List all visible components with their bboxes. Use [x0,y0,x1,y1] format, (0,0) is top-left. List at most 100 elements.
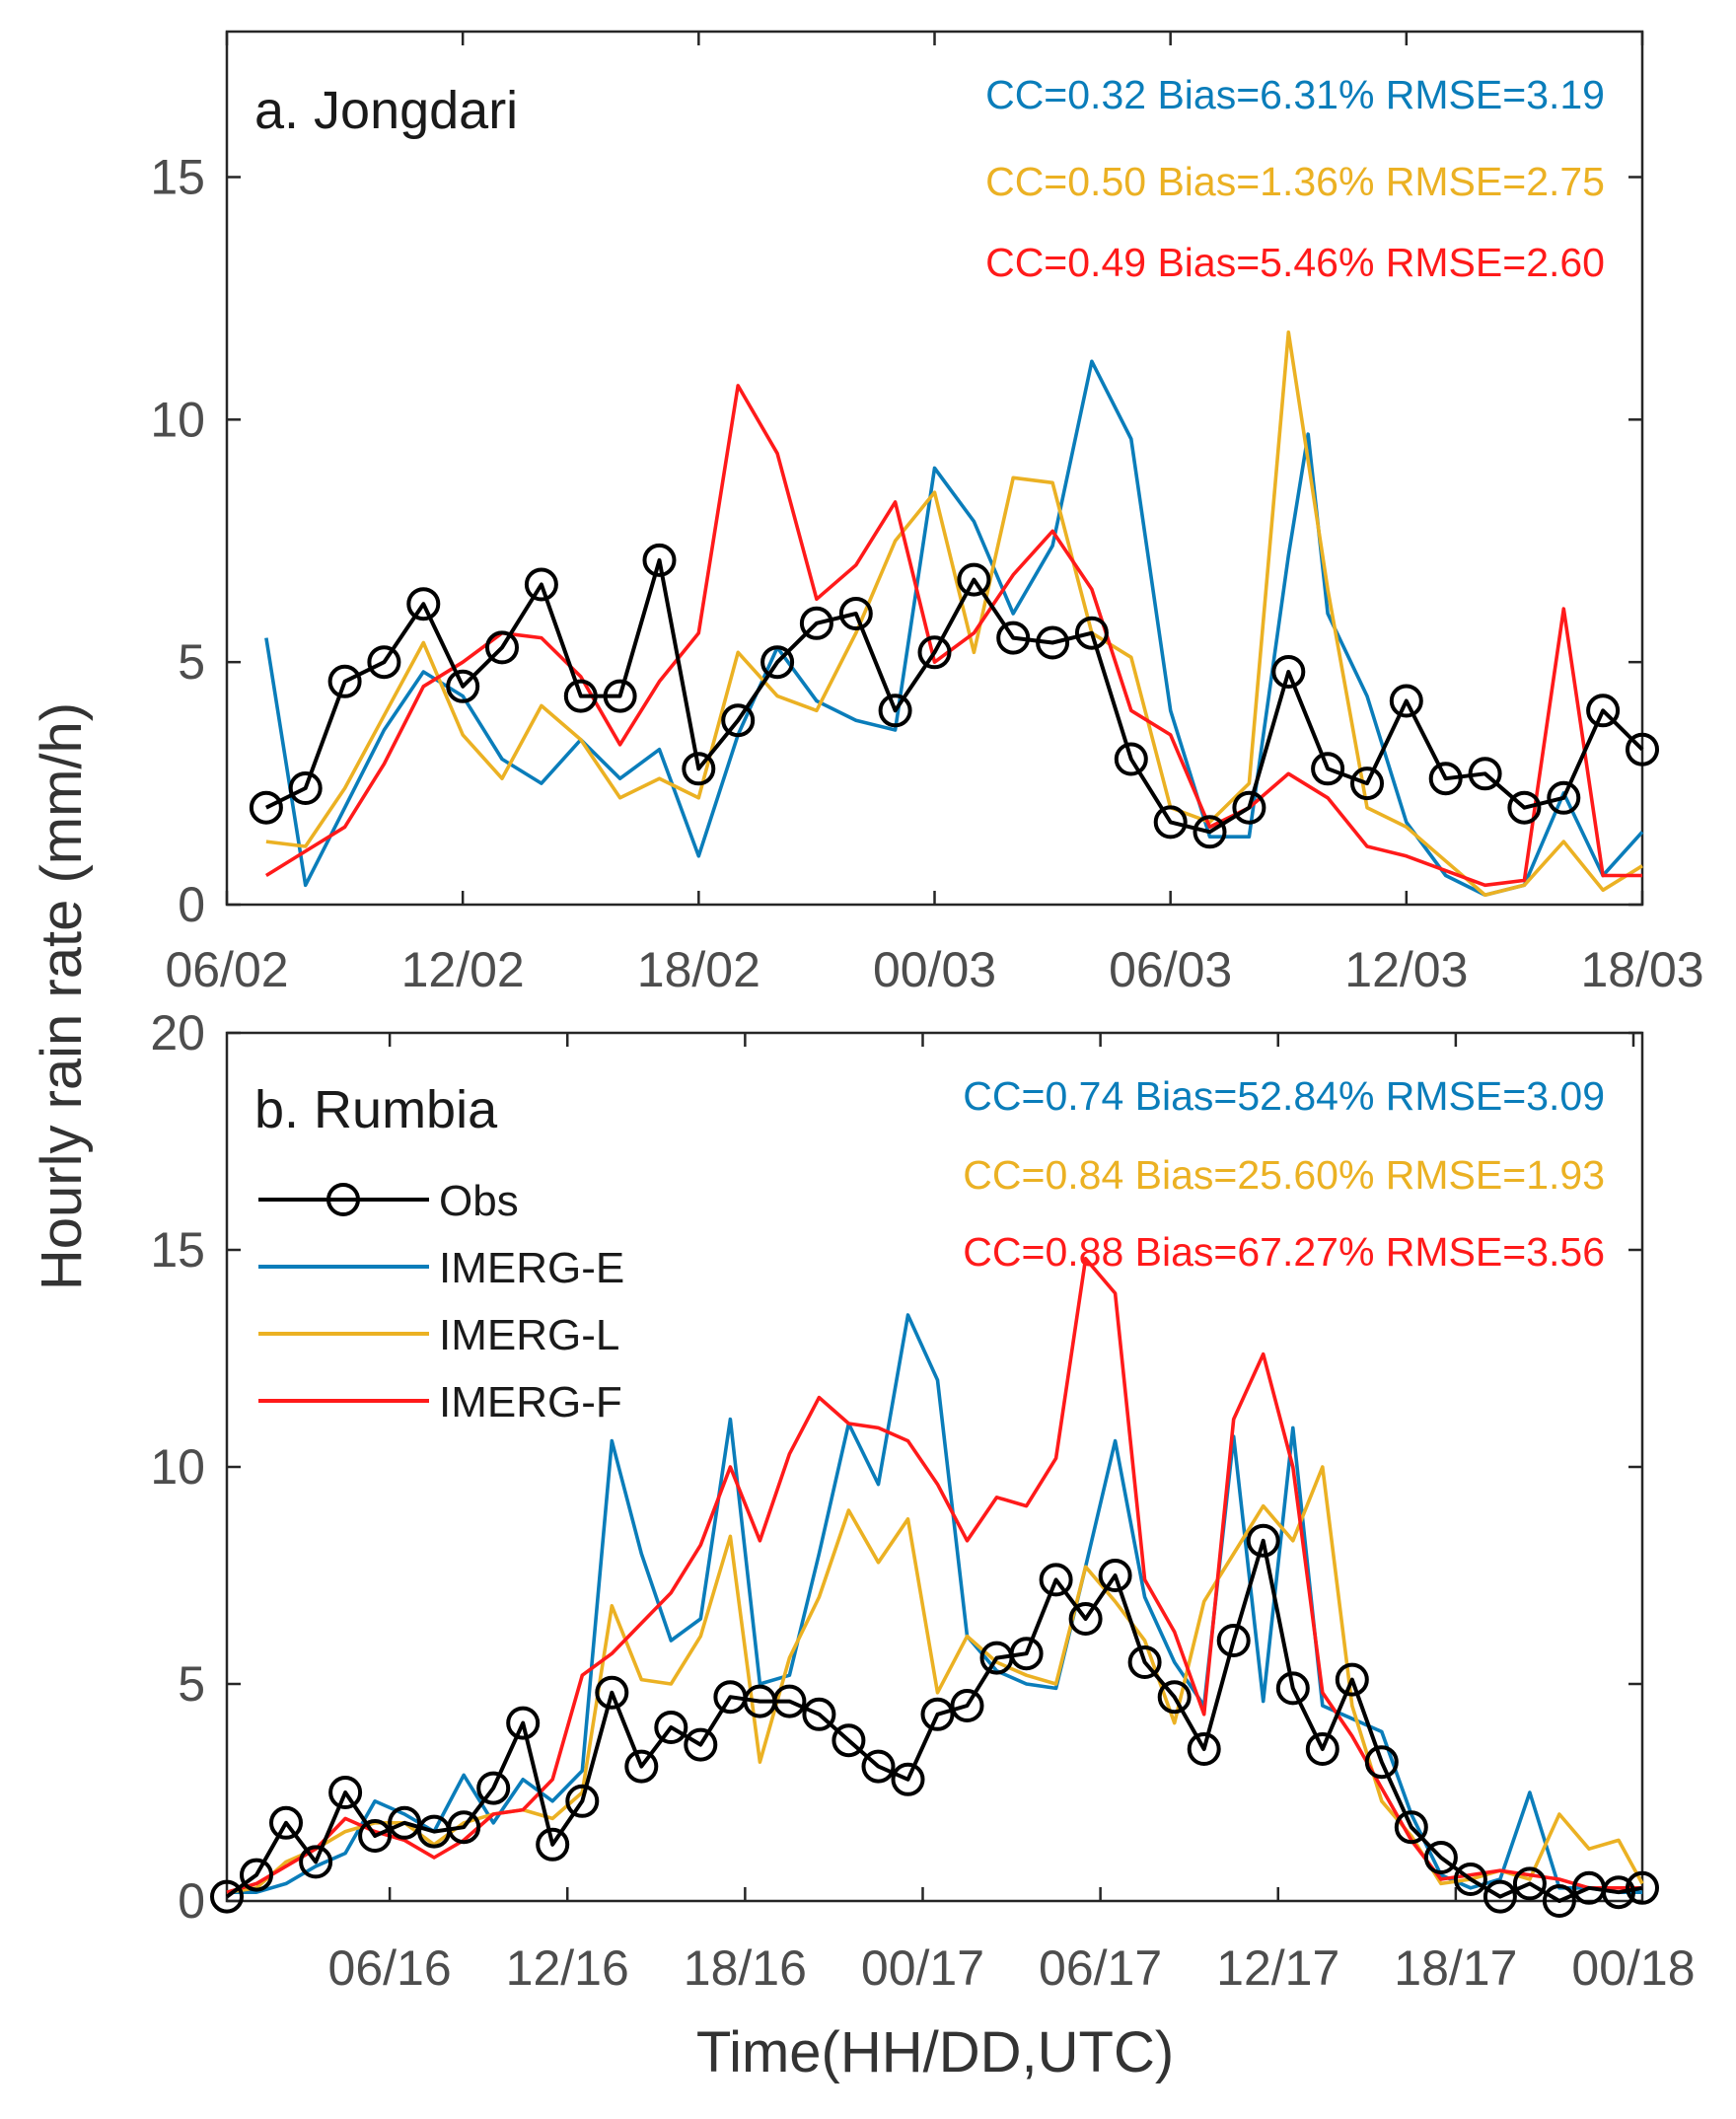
panel-b-series [210,1257,1659,1918]
panel-b-series-obs-marker [1187,1732,1221,1766]
panel-b-ytick-label: 20 [150,1005,205,1060]
y-axis-title: Hourly rain rate (mm/h) [30,702,94,1290]
panel-b-title: b. Rumbia [254,1080,498,1139]
panel-a-series-obs-marker [406,587,441,621]
panel-b-stat-imerg-f: CC=0.88 Bias=67.27% RMSE=3.56 [963,1229,1605,1275]
legend: Obs IMERG-E IMERG-L IMERG-F [258,1177,624,1426]
panel-a-series-obs-marker [878,694,912,728]
panel-a-series-imerg-e-line [264,359,1644,898]
panel-a-series-obs-marker [524,567,558,602]
panel-b-series-obs-marker [684,1727,718,1762]
panel-b-rumbia: 0 5 10 15 20 06/16 12/16 18/16 00/17 06/17 12/17 18… [150,1005,1695,1996]
panel-a-series [249,329,1659,898]
panel-a-series-imerg-l-line [265,329,1643,898]
panel-a-series-obs-marker [249,790,283,825]
panel-a-series-obs-marker [1036,625,1070,660]
panel-b-series-obs-marker [506,1706,541,1740]
panel-a-xtick-label: 00/03 [873,942,996,997]
panel-b-series-obs-marker [1394,1810,1428,1845]
panel-b-series-obs-marker [388,1805,422,1840]
panel-a-series-obs-marker [1350,767,1384,801]
x-axis-title: Time(HH/DD,UTC) [696,2020,1174,2084]
legend-label-imerg-f: IMERG-F [439,1378,622,1426]
panel-a-ytick-label: 0 [178,877,205,932]
panel-a-series-obs-marker [1311,752,1345,786]
legend-label-imerg-e: IMERG-E [439,1244,624,1292]
panel-a-series-obs-marker [485,630,519,665]
panel-a-ytick-label: 10 [150,392,205,447]
panel-b-series-obs-marker [447,1810,481,1845]
panel-a-series-obs-marker [760,645,795,680]
panel-a-xtick-label: 06/03 [1109,942,1232,997]
panel-b-stat-imerg-l: CC=0.84 Bias=25.60% RMSE=1.93 [963,1152,1605,1198]
panel-a-ticks: 0 5 10 15 06/02 12/02 18/02 00/03 06/03 12/03 18/0… [150,32,1704,997]
panel-b-series-obs-marker [210,1879,244,1914]
panel-b-series-obs-marker [1098,1559,1132,1592]
panel-b-stat-imerg-e: CC=0.74 Bias=52.84% RMSE=3.09 [963,1073,1605,1119]
panel-a-stat-imerg-f: CC=0.49 Bias=5.46% RMSE=2.60 [985,240,1605,285]
panel-a-series-obs-marker [1271,655,1306,689]
panel-a-series-obs-marker [1507,790,1542,825]
panel-a-series-obs-marker [1468,757,1502,791]
panel-b-series-obs-marker [1009,1637,1044,1671]
panel-b-series-obs-marker [1483,1879,1517,1914]
panel-b-xtick-label: 00/17 [861,1940,984,1996]
panel-b-series-obs-marker [1423,1841,1458,1874]
panel-b-series-obs-line [225,1538,1643,1903]
panel-a-ytick-label: 5 [178,634,205,690]
panel-a-series-obs-marker [721,703,756,738]
panel-a-xtick-label: 12/02 [401,942,525,997]
panel-a-stat-imerg-l: CC=0.50 Bias=1.36% RMSE=2.75 [985,159,1605,204]
panel-b-series-obs-marker [595,1675,629,1710]
legend-marker-obs [326,1183,360,1216]
panel-a-series-obs-marker [838,597,873,630]
panel-b-series-obs-marker [358,1819,393,1853]
panel-a-ytick-label: 15 [150,150,205,205]
panel-b-xtick-label: 12/17 [1216,1940,1339,1996]
panel-a-xtick-label: 06/02 [165,942,288,997]
panel-b-series-obs-marker [299,1845,333,1879]
panel-b-series-obs-marker [476,1771,511,1805]
panel-a-series-obs-marker [1193,815,1227,849]
panel-b-series-obs-marker [772,1684,807,1718]
panel-a-series-obs-marker [563,679,598,713]
panel-a-series-obs-marker [1547,780,1581,815]
panel-a-series-obs-marker [917,635,952,670]
panel-b-xtick-label: 18/16 [684,1940,807,1996]
panel-b-ytick-label: 0 [178,1873,205,1929]
panel-b-series-obs-marker [1275,1671,1310,1706]
panel-b-xtick-label: 06/16 [328,1940,452,1996]
panel-a-title: a. Jongdari [254,81,518,140]
legend-label-imerg-l: IMERG-L [439,1311,619,1359]
panel-b-series-obs-marker [565,1784,600,1818]
panel-b-ytick-label: 5 [178,1656,205,1712]
panel-b-series-obs-marker [1453,1863,1487,1896]
panel-a-series-obs-marker [682,752,716,786]
panel-b-series-obs-marker [1068,1602,1103,1636]
panel-a-series-obs-marker [996,621,1031,655]
panel-b-xtick-label: 12/16 [506,1940,629,1996]
panel-a-series-obs-marker [367,645,401,680]
panel-b-xtick-label: 00/18 [1571,1940,1695,1996]
panel-a-series-obs-marker [1074,616,1109,650]
panel-b-ytick-label: 15 [150,1222,205,1278]
panel-b-series-imerg-l-line [226,1465,1644,1894]
panel-b-series-obs-marker [802,1697,836,1731]
panel-b-series-obs-marker [832,1723,866,1758]
panel-b-series-obs-marker [1127,1645,1162,1679]
panel-b-xtick-label: 18/17 [1394,1940,1517,1996]
panel-b-series-obs-marker [1602,1875,1635,1910]
panel-a-series-obs-marker [603,679,637,713]
panel-a-series-obs-marker [327,664,362,698]
panel-b-series-obs-marker [1335,1662,1369,1697]
panel-a-series-obs-marker [799,606,833,640]
panel-b-series-obs-marker [1157,1680,1192,1715]
panel-a-xtick-label: 18/02 [637,942,760,997]
panel-a-series-obs-marker [957,562,991,597]
panel-b-series-obs-marker [891,1762,925,1796]
panel-b-series-obs-marker [1246,1523,1280,1558]
panel-b-ytick-label: 10 [150,1439,205,1495]
panel-b-series-obs-marker [1039,1563,1073,1597]
panel-a-series-obs-marker [1389,684,1423,718]
